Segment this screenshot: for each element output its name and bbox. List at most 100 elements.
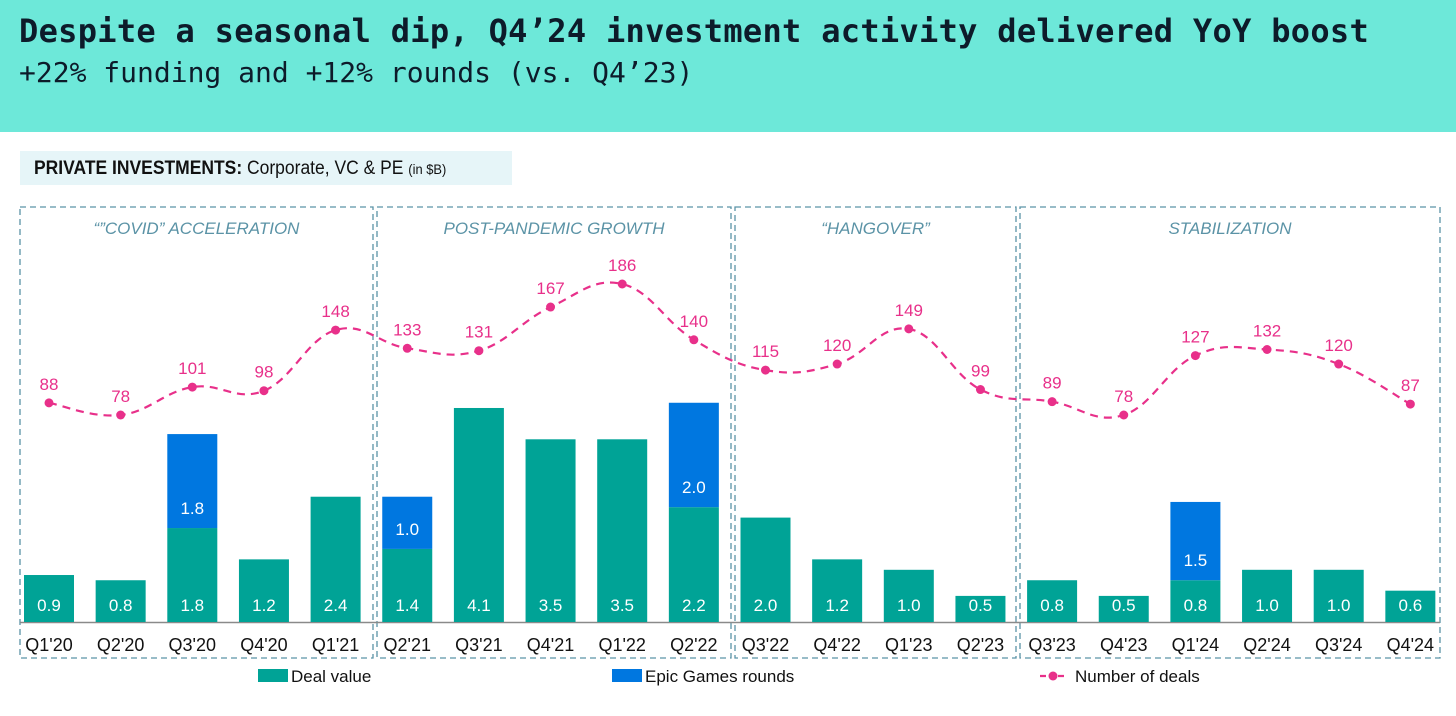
bar-deal-value: [310, 496, 361, 622]
bar-label-deal-value: 1.0: [897, 596, 921, 615]
x-tick-label: Q4'22: [813, 635, 860, 655]
bar-deal-value: [1313, 569, 1364, 622]
x-tick-label: Q3'24: [1315, 635, 1362, 655]
page-title: Despite a seasonal dip, Q4’24 investment…: [19, 12, 1370, 50]
deals-label: 87: [1401, 376, 1420, 395]
x-tick-label: Q2'23: [957, 635, 1004, 655]
deals-label: 149: [895, 301, 923, 320]
deals-point: [1119, 410, 1129, 420]
bar-label-deal-value: 4.1: [467, 596, 491, 615]
bar-label-epic-games: 1.5: [1184, 551, 1208, 570]
chart-label-unit: (in $B): [408, 161, 447, 177]
x-tick-label: Q2'21: [384, 635, 431, 655]
period-box: [19, 206, 374, 659]
bar-deal-value: [238, 559, 289, 622]
bar-label-deal-value: 3.5: [539, 596, 563, 615]
bar-label-deal-value: 1.4: [395, 596, 419, 615]
deals-label: 167: [536, 279, 564, 298]
deals-point: [474, 346, 484, 356]
period-label: STABILIZATION: [1168, 219, 1292, 238]
x-tick-label: Q1'23: [885, 635, 932, 655]
chart-label-regular: Corporate, VC & PE: [242, 158, 409, 179]
deals-label: 132: [1253, 321, 1281, 340]
x-tick-label: Q1'22: [598, 635, 645, 655]
x-tick-label: Q3'23: [1028, 635, 1075, 655]
deals-line: [48, 281, 1411, 419]
deals-point: [975, 385, 985, 395]
deals-point: [259, 386, 269, 396]
x-tick-label: Q1'24: [1172, 635, 1219, 655]
bar-deal-value: [668, 507, 719, 622]
bar-label-deal-value: 0.6: [1399, 596, 1423, 615]
period-label: “”COVID” ACCELERATION: [94, 219, 301, 238]
page-subtitle: +22% funding and +12% rounds (vs. Q4’23): [19, 56, 694, 89]
bar-label-epic-games: 1.8: [180, 499, 204, 518]
deals-label: 78: [1114, 387, 1133, 406]
deals-label: 78: [111, 387, 130, 406]
period-box: [376, 206, 732, 659]
x-tick-label: Q3'20: [169, 635, 216, 655]
bar-deal-value: [24, 575, 74, 622]
deals-point: [187, 382, 197, 392]
x-tick-label: Q4'20: [240, 635, 287, 655]
bar-label-deal-value: 1.2: [825, 596, 849, 615]
bar-label-deal-value: 1.8: [180, 596, 204, 615]
deals-label: 120: [823, 336, 851, 355]
deals-label: 127: [1181, 328, 1209, 347]
bar-label-deal-value: 1.0: [1255, 596, 1279, 615]
deals-label: 98: [254, 363, 273, 382]
x-tick-label: Q2'22: [670, 635, 717, 655]
bar-deal-value: [740, 517, 791, 622]
bar-label-deal-value: 0.8: [1184, 596, 1208, 615]
bar-epic-games: [382, 496, 433, 549]
bar-label-deal-value: 0.8: [109, 596, 133, 615]
bar-deal-value: [812, 559, 863, 622]
deals-label: 186: [608, 256, 636, 275]
deals-point: [1047, 397, 1057, 407]
deals-label: 131: [465, 323, 493, 342]
legend-dot-icon: [1048, 671, 1058, 681]
deals-point: [331, 325, 341, 335]
deals-point: [402, 343, 412, 353]
x-tick-label: Q2'20: [97, 635, 144, 655]
chart-label-box: PRIVATE INVESTMENTS: Corporate, VC & PE …: [20, 151, 512, 185]
bar-deal-value: [883, 569, 934, 622]
x-tick-label: Q4'21: [527, 635, 574, 655]
deals-point: [1405, 399, 1415, 409]
x-tick-label: Q4'24: [1387, 635, 1434, 655]
deals-point: [1334, 359, 1344, 369]
bar-label-deal-value: 2.0: [754, 596, 778, 615]
period-box: [1019, 206, 1441, 659]
bar-deal-value: [167, 528, 218, 622]
bar-label-deal-value: 2.4: [324, 596, 348, 615]
deals-label: 115: [752, 342, 779, 361]
deals-point: [761, 365, 770, 375]
deals-point: [689, 335, 699, 345]
deals-label: 101: [178, 359, 206, 378]
bar-label-deal-value: 2.2: [682, 596, 706, 615]
bar-deal-value: [1027, 580, 1078, 622]
deals-point: [1262, 344, 1272, 354]
bar-label-epic-games: 1.0: [395, 520, 419, 539]
bar-label-deal-value: 0.5: [969, 596, 993, 615]
bar-epic-games: [167, 434, 218, 529]
x-tick-label: Q2'24: [1243, 635, 1290, 655]
bar-label-deal-value: 0.5: [1112, 596, 1136, 615]
bar-deal-value: [1098, 595, 1149, 622]
bar-label-deal-value: 0.8: [1040, 596, 1064, 615]
deals-label: 99: [971, 362, 990, 381]
x-tick-label: Q1'21: [312, 635, 359, 655]
bar-label-deal-value: 3.5: [610, 596, 634, 615]
period-label: POST-PANDEMIC GROWTH: [443, 219, 665, 238]
deals-point: [832, 359, 842, 369]
legend-swatch-deal-value: [258, 669, 288, 682]
legend-label-deals: Number of deals: [1075, 667, 1200, 686]
chart-label-bold: PRIVATE INVESTMENTS:: [34, 158, 243, 179]
legend-swatch-epic-games: [612, 669, 642, 682]
deals-point: [546, 302, 556, 312]
bar-label-deal-value: 0.9: [37, 596, 61, 615]
x-tick-label: Q1'20: [25, 635, 72, 655]
deals-label: 88: [40, 375, 59, 394]
deals-label: 148: [321, 302, 349, 321]
x-tick-label: Q4'23: [1100, 635, 1147, 655]
